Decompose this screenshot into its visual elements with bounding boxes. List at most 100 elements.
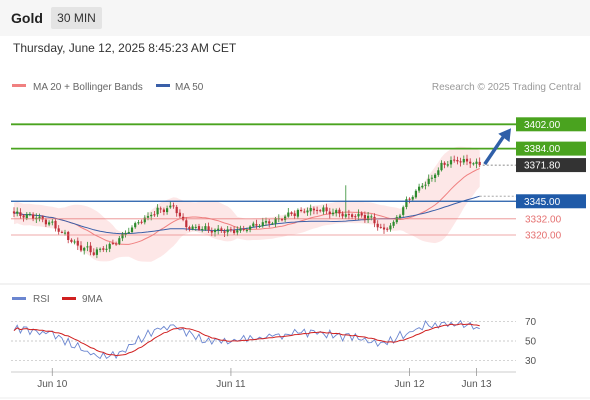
candle-body [140,221,143,223]
candle [143,215,146,225]
candle [245,227,248,233]
candle [178,209,181,219]
level-lines: 3402.00 3384.00 3345.00 3332.00 3320.00 3371.… [11,117,586,242]
candle [389,223,392,232]
level-support: 3345.00 [11,194,586,209]
candle-body [178,212,181,217]
candle [124,230,127,238]
resistance-tag [516,117,586,132]
candle-body [290,212,293,214]
x-tick-label: Jun 12 [395,379,425,390]
candle [121,232,124,242]
candle-body [92,252,95,255]
candle-body [12,211,16,214]
candle-body [54,220,57,229]
candle-body [249,226,252,230]
bb-legend-swatch [12,84,26,87]
candle [159,206,162,213]
candle [268,218,271,228]
rsi-panel: 70 50 30 [11,317,537,367]
candle [79,241,83,253]
candle [430,174,433,182]
candle-body [363,215,366,220]
candle-body [462,159,465,163]
candle [44,218,47,227]
candle-body [315,209,319,211]
candle-body [421,185,424,188]
candle [38,213,41,222]
candle-body [118,238,121,244]
candle-body [449,160,453,165]
candle-body [83,247,86,251]
candle-body [73,241,76,243]
candle-body [395,217,398,223]
candle [284,214,287,222]
candle [414,189,417,199]
candle-body [328,211,331,214]
x-tick-label: Jun 11 [216,379,246,390]
candle-body [41,216,44,220]
candle-body [143,217,146,223]
interval-button[interactable]: 30 MIN [51,7,102,29]
candle [134,221,137,229]
candle [418,183,421,193]
candle-body [357,213,360,217]
ma50-legend-label: MA 50 [175,82,204,93]
candle [19,208,22,219]
minor-label: 3332.00 [525,214,562,225]
candle-body [223,231,226,233]
candle [328,207,331,219]
candle [392,220,395,229]
candle-body [153,214,156,216]
candle [111,239,114,245]
candle [32,212,35,222]
candle-body [443,162,446,165]
level-resistance: 3402.00 [11,117,586,132]
candle [427,174,430,187]
candle [105,244,108,253]
candle [54,219,57,232]
candle [478,157,481,168]
candle [140,219,143,225]
candle [252,221,255,228]
candle-body [22,215,25,218]
candle [402,205,405,217]
candle-body [197,226,201,230]
candle-body [274,218,277,224]
candle [217,225,220,235]
candle-body [414,190,417,198]
candle [48,220,51,227]
candle-body [159,208,162,210]
candle-body [226,229,229,233]
candle [462,155,465,165]
candle-body [150,214,153,217]
candle [367,212,370,223]
candle-body [89,245,92,253]
candle-body [382,227,386,230]
candle [440,160,443,172]
ma50-legend-swatch [156,84,170,87]
candle-body [99,248,102,250]
bb-legend-label: MA 20 + Bollinger Bands [33,82,143,93]
forecast-arrow [483,128,511,166]
candle-body [111,243,114,245]
candle-body [389,225,392,230]
rsi-ma-line [13,323,480,357]
candle-body [402,207,405,215]
candle-body [95,249,98,255]
candle-body [102,248,105,250]
candle-body [411,196,414,200]
candle-body [280,219,284,221]
candle-body [370,216,373,218]
candle-body [268,221,271,224]
candle-body [427,178,430,184]
candle [115,241,118,246]
rsi-tick-label: 70 [525,317,537,328]
candle-body [312,208,315,211]
candle [386,227,389,232]
candle [443,161,446,169]
candle-body [306,210,309,213]
candle-body [376,223,379,228]
candle [465,154,469,166]
